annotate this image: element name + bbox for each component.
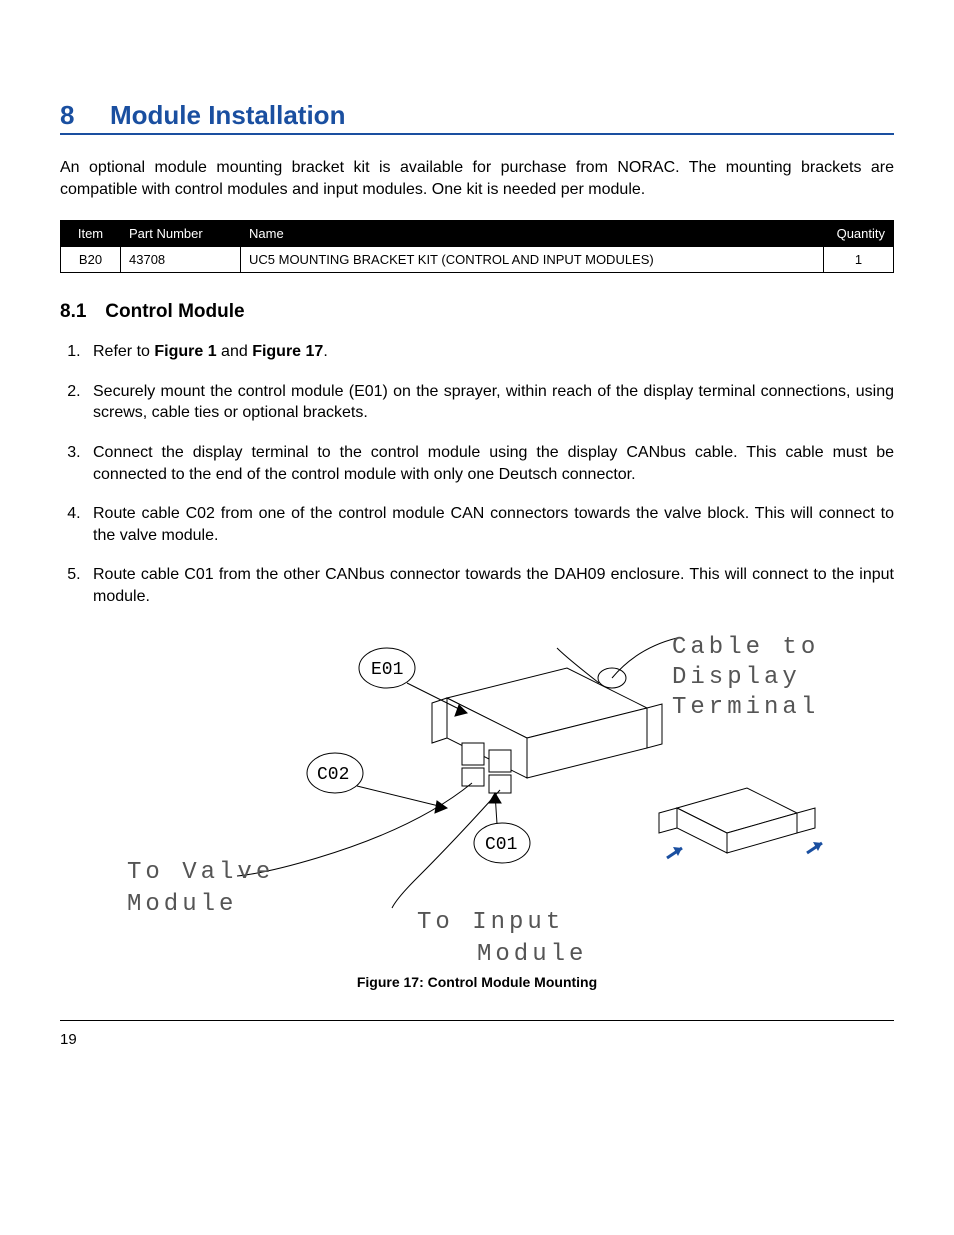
label-c01: C01 — [485, 835, 517, 855]
figure-ref-1: Figure 1 — [154, 343, 216, 360]
subsection-title: Control Module — [105, 301, 244, 322]
col-part: Part Number — [121, 221, 241, 247]
page-footer: 19 — [60, 1020, 894, 1048]
step-4: Route cable C02 from one of the control … — [85, 503, 894, 546]
step-3: Connect the display terminal to the cont… — [85, 442, 894, 485]
subsection-heading: 8.1 Control Module — [60, 301, 894, 323]
table-row: B20 43708 UC5 MOUNTING BRACKET KIT (CONT… — [61, 247, 894, 273]
section-heading: 8 Module Installation — [60, 100, 894, 135]
section-title: Module Installation — [110, 100, 345, 131]
step-2: Securely mount the control module (E01) … — [85, 381, 894, 424]
figure-ref-17: Figure 17 — [252, 343, 323, 360]
cell-qty: 1 — [824, 247, 894, 273]
cell-item: B20 — [61, 247, 121, 273]
subsection-number: 8.1 — [60, 301, 100, 323]
label-terminal: Terminal — [672, 694, 819, 721]
col-item: Item — [61, 221, 121, 247]
label-module-2: Module — [477, 941, 587, 968]
page-number: 19 — [60, 1031, 77, 1048]
label-e01: E01 — [371, 660, 403, 680]
col-name: Name — [241, 221, 824, 247]
section-number: 8 — [60, 100, 110, 131]
figure-caption: Figure 17: Control Module Mounting — [60, 974, 894, 990]
step-5: Route cable C01 from the other CANbus co… — [85, 564, 894, 607]
steps-list: Refer to Figure 1 and Figure 17. Securel… — [60, 341, 894, 607]
label-to-input: To Input — [417, 909, 564, 936]
label-cable-to: Cable to — [672, 634, 819, 661]
parts-table: Item Part Number Name Quantity B20 43708… — [60, 220, 894, 273]
cell-part: 43708 — [121, 247, 241, 273]
col-qty: Quantity — [824, 221, 894, 247]
step-1: Refer to Figure 1 and Figure 17. — [85, 341, 894, 363]
figure-17: E01 C02 C01 Cable to Display Terminal To… — [60, 628, 894, 990]
label-display: Display — [672, 664, 801, 691]
diagram-svg: E01 C02 C01 Cable to Display Terminal To… — [117, 628, 837, 968]
cell-name: UC5 MOUNTING BRACKET KIT (CONTROL AND IN… — [241, 247, 824, 273]
step-1-mid: and — [217, 343, 253, 360]
step-1-post: . — [323, 343, 327, 360]
label-c02: C02 — [317, 765, 349, 785]
step-1-pre: Refer to — [93, 343, 154, 360]
table-header-row: Item Part Number Name Quantity — [61, 221, 894, 247]
label-to-valve: To Valve — [127, 859, 274, 886]
label-module-1: Module — [127, 891, 237, 918]
intro-paragraph: An optional module mounting bracket kit … — [60, 157, 894, 200]
